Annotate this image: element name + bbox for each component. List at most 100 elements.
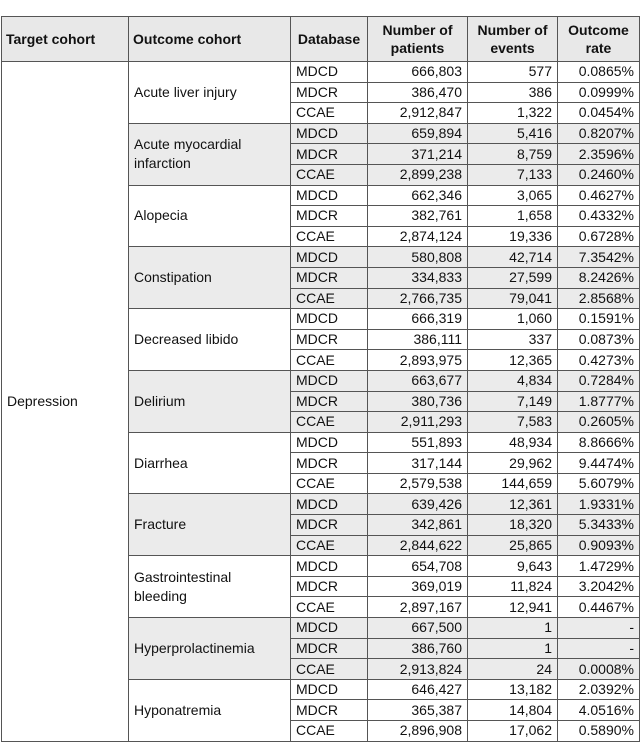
number-of-events-cell: 25,865 (467, 534, 558, 557)
outcome-cohort-cell: Acute liver injury (128, 61, 291, 124)
number-of-events-cell: 12,941 (467, 596, 558, 619)
outcome-rate-cell: 5.6079% (557, 472, 640, 495)
outcome-rate-cell: 0.1591% (557, 308, 640, 330)
table-row: Delirium MDCD 663,677 4,834 0.7284% (2, 369, 640, 433)
table-row: Depression Acute liver injury MDCD 666,803 5… (1, 61, 640, 742)
number-of-patients-cell: 2,896,908 (367, 720, 468, 742)
number-of-events-cell: 8,759 (467, 143, 558, 165)
outcome-rate-cell: 7.3542% (557, 246, 640, 268)
number-of-patients-cell: 334,833 (367, 266, 468, 289)
number-of-events-cell: 29,962 (467, 452, 558, 474)
database-cell: MDCD (290, 61, 368, 83)
number-of-events-cell: 79,041 (467, 287, 558, 310)
number-of-patients-cell: 663,677 (367, 369, 468, 392)
table-row: Gastrointestinal bleeding MDCD 654,708 9,64… (2, 555, 640, 619)
database-cell: MDCR (290, 637, 368, 660)
outcome-rate-cell: 9.4474% (557, 452, 640, 474)
database-cell: CCAE (290, 472, 368, 495)
number-of-events-cell: 9,643 (467, 555, 558, 577)
number-of-events-cell: 48,934 (467, 431, 558, 454)
table-row: CCAE 2,579,538 144,659 5.6079% (2, 472, 640, 495)
number-of-events-cell: 42,714 (467, 246, 558, 268)
outcome-rate-cell: 0.4332% (557, 205, 640, 227)
table-row: Diarrhea MDCD 551,893 48,934 8.8666% (2, 431, 640, 495)
header-target-cohort: Target cohort (1, 16, 129, 62)
number-of-patients-cell: 667,500 (367, 617, 468, 639)
number-of-patients-cell: 2,911,293 (367, 411, 468, 433)
outcome-rate-cell: 3.2042% (557, 575, 640, 598)
outcome-rate-cell: 1.4729% (557, 555, 640, 577)
database-cell: CCAE (290, 534, 368, 557)
number-of-events-cell: 1,060 (467, 308, 558, 330)
header-number-of-patients: Number of patients (367, 16, 468, 62)
outcome-rate-cell: 0.2605% (557, 411, 640, 433)
database-cell: CCAE (290, 225, 368, 248)
database-cell: CCAE (290, 720, 368, 742)
database-cell: CCAE (290, 102, 368, 124)
outcome-rate-cell: 2.0392% (557, 678, 640, 701)
outcome-cohort-cell: Alopecia (128, 184, 291, 248)
database-cell: MDCD (290, 617, 368, 639)
outcome-rate-cell: 0.8207% (557, 122, 640, 145)
table-row: MDCR 342,861 18,320 5.3433% (2, 514, 640, 536)
outcome-rate-cell: 0.0999% (557, 81, 640, 104)
database-cell: CCAE (290, 411, 368, 433)
number-of-patients-cell: 2,766,735 (367, 287, 468, 310)
number-of-patients-cell: 2,893,975 (367, 349, 468, 371)
table-row: CCAE 2,899,238 7,133 0.2460% (2, 163, 640, 186)
number-of-events-cell: 1,658 (467, 205, 558, 227)
number-of-events-cell: 11,824 (467, 575, 558, 598)
outcome-rate-cell: 8.8666% (557, 431, 640, 454)
table-row: Acute myocardial infarction MDCD 659,894 5,… (2, 122, 640, 186)
database-cell: CCAE (290, 163, 368, 186)
table-row: Fracture MDCD 639,426 12,361 1.9331% (2, 493, 640, 557)
outcome-rate-cell: - (557, 637, 640, 660)
database-cell: MDCR (290, 575, 368, 598)
database-cell: MDCD (290, 308, 368, 330)
table-row: MDCR 365,387 14,804 4.0516% (2, 699, 640, 721)
database-cell: MDCD (290, 246, 368, 268)
table-row: MDCR 369,019 11,824 3.2042% (2, 575, 640, 598)
database-cell: MDCD (290, 184, 368, 207)
number-of-events-cell: 337 (467, 328, 558, 351)
table-row: MDCR 334,833 27,599 8.2426% (2, 266, 640, 289)
number-of-events-cell: 1 (467, 617, 558, 639)
outcome-rate-cell: 0.4467% (557, 596, 640, 619)
number-of-patients-cell: 2,579,538 (367, 472, 468, 495)
number-of-patients-cell: 369,019 (367, 575, 468, 598)
outcome-cohort-cell: Hyperprolactinemia (128, 617, 291, 680)
number-of-events-cell: 27,599 (467, 266, 558, 289)
outcome-rate-table: Target cohort Outcome cohort Database Nu… (1, 16, 640, 742)
number-of-patients-cell: 2,899,238 (367, 163, 468, 186)
table-row: CCAE 2,893,975 12,365 0.4273% (2, 349, 640, 371)
outcome-cohort-cell: Hyponatremia (128, 678, 291, 742)
outcome-rate-cell: 0.7284% (557, 369, 640, 392)
outcome-rate-cell: 0.5890% (557, 720, 640, 742)
number-of-patients-cell: 646,427 (367, 678, 468, 701)
number-of-events-cell: 386 (467, 81, 558, 104)
number-of-patients-cell: 386,470 (367, 81, 468, 104)
number-of-patients-cell: 386,111 (367, 328, 468, 351)
number-of-patients-cell: 371,214 (367, 143, 468, 165)
database-cell: CCAE (290, 596, 368, 619)
table-row: MDCR 317,144 29,962 9.4474% (2, 452, 640, 474)
table-row: CCAE 2,844,622 25,865 0.9093% (2, 534, 640, 557)
outcome-cohort-cell: Gastrointestinal bleeding (128, 555, 291, 619)
number-of-events-cell: 4,834 (467, 369, 558, 392)
number-of-events-cell: 3,065 (467, 184, 558, 207)
number-of-patients-cell: 639,426 (367, 493, 468, 516)
outcome-rate-cell: 0.4273% (557, 349, 640, 371)
number-of-events-cell: 13,182 (467, 678, 558, 701)
header-outcome-cohort: Outcome cohort (128, 16, 291, 62)
number-of-patients-cell: 2,897,167 (367, 596, 468, 619)
database-cell: MDCR (290, 514, 368, 536)
number-of-patients-cell: 659,894 (367, 122, 468, 145)
number-of-events-cell: 24 (467, 658, 558, 680)
table-row: Hyperprolactinemia MDCD 667,500 1- (2, 617, 640, 680)
number-of-patients-cell: 551,893 (367, 431, 468, 454)
database-cell: MDCR (290, 81, 368, 104)
outcome-cohort-cell: Constipation (128, 246, 291, 310)
number-of-events-cell: 17,062 (467, 720, 558, 742)
number-of-events-cell: 577 (467, 61, 558, 83)
outcome-rate-cell: 1.8777% (557, 390, 640, 413)
